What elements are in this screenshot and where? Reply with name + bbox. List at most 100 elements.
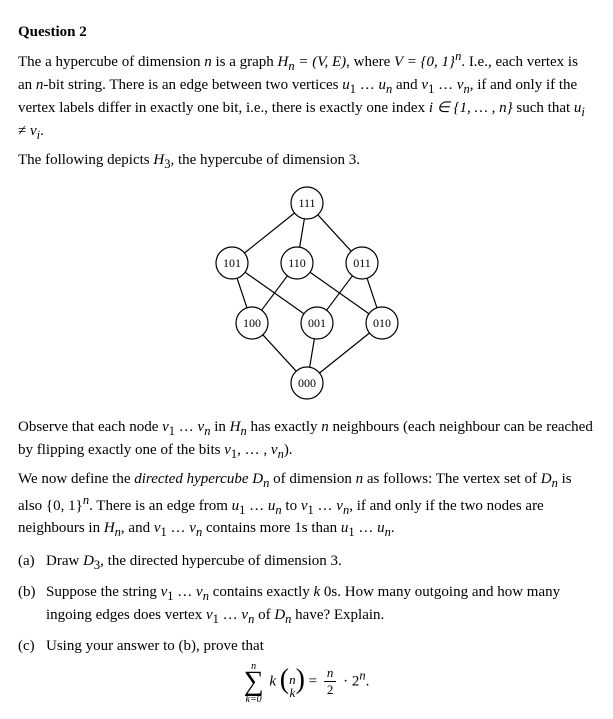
binom-bot: k [289, 686, 295, 699]
math-v: v [301, 498, 308, 514]
text: , and [121, 520, 154, 536]
graph-node-label: 101 [223, 255, 241, 269]
text: . There is an edge from [89, 498, 232, 514]
part-c-body: Using your answer to (b), prove that [46, 636, 595, 656]
math-u: u [342, 77, 350, 93]
text: , the hypercube of dimension 3. [170, 152, 360, 168]
lparen-icon: ( [280, 666, 289, 694]
graph-edge [237, 278, 247, 308]
text: in [210, 419, 229, 435]
sum-upper: n [251, 660, 256, 674]
math-D: D [541, 471, 552, 487]
rparen-icon: ) [296, 666, 305, 694]
math-V: V = {0, 1} [394, 54, 455, 70]
part-a: (a) Draw D3, the directed hypercube of d… [18, 551, 595, 574]
math-i: i ∈ {1, … , n} [429, 100, 513, 116]
dots: … [245, 498, 268, 514]
part-b: (b) Suppose the string v1 … vn contains … [18, 582, 595, 628]
math-v: v [154, 520, 161, 536]
math-n: n [204, 54, 212, 70]
text: of dimension [269, 471, 355, 487]
math-v: v [206, 607, 213, 623]
dots: … [167, 520, 190, 536]
text: as follows: The vertex set of [363, 471, 541, 487]
period: . [366, 674, 370, 690]
text: and [392, 77, 421, 93]
graph-edge [326, 275, 352, 309]
graph-node-label: 110 [288, 255, 306, 269]
text: The a hypercube of dimension [18, 54, 204, 70]
text: Suppose the string [46, 584, 161, 600]
graph-edge [299, 218, 304, 246]
math-H3: H [153, 152, 164, 168]
math-H: H [230, 419, 241, 435]
part-b-body: Suppose the string v1 … vn contains exac… [46, 582, 595, 628]
paragraph-2: The following depicts H3, the hypercube … [18, 150, 595, 173]
paragraph-3: Observe that each node v1 … vn in Hn has… [18, 417, 595, 463]
graph-edge [244, 213, 294, 253]
math-eq: = (V, E) [295, 54, 347, 70]
math-D: D [252, 471, 263, 487]
text: . [391, 520, 395, 536]
graph-edge [317, 214, 350, 250]
text: ). [284, 442, 293, 458]
text: Using your answer to (b), prove that [46, 638, 264, 654]
text: contains more 1s than [202, 520, 341, 536]
math-u: u [378, 77, 386, 93]
graph-node-label: 000 [298, 375, 316, 389]
math-v: v [336, 498, 343, 514]
text: to [282, 498, 301, 514]
graph-edge [262, 334, 295, 370]
math-H: H [104, 520, 115, 536]
text: , where [346, 54, 394, 70]
part-a-label: (a) [18, 551, 46, 574]
graph-node-label: 111 [298, 195, 315, 209]
graph-edge [309, 338, 314, 366]
text: Draw [46, 553, 83, 569]
sum-lower: k=0 [246, 693, 262, 707]
paragraph-4: We now define the directed hypercube Dn … [18, 469, 595, 542]
text: , the directed hypercube of dimension 3. [100, 553, 342, 569]
dots: … [219, 607, 242, 623]
math-D3: D [83, 553, 94, 569]
equals: = [309, 674, 321, 690]
text: Observe that each node [18, 419, 162, 435]
sub-i: i [581, 105, 584, 119]
math-v: v [224, 442, 231, 458]
math-v: v [241, 607, 248, 623]
graph-node-label: 100 [243, 315, 261, 329]
math-v: v [30, 123, 37, 139]
math-u: u [377, 520, 385, 536]
math-v: v [189, 520, 196, 536]
frac-den: 2 [324, 682, 337, 699]
dots: … [434, 77, 457, 93]
math-H: H [278, 54, 289, 70]
dots: … [356, 77, 379, 93]
math-k: k [269, 674, 276, 690]
hypercube-svg: 111 101 110 011 100 001 010 000 [177, 181, 437, 401]
graph-edge [319, 333, 369, 373]
text: We now define the [18, 471, 134, 487]
text: of [254, 607, 274, 623]
graph-node-label: 011 [353, 255, 371, 269]
rhs-tail: · 2 [343, 674, 359, 690]
dots: … [314, 498, 337, 514]
math-v: v [162, 419, 169, 435]
text: such that [513, 100, 574, 116]
math-n: n [356, 471, 364, 487]
neq: ≠ [18, 123, 30, 139]
question-title: Question 2 [18, 22, 595, 42]
text: has exactly [247, 419, 322, 435]
part-a-body: Draw D3, the directed hypercube of dimen… [46, 551, 595, 574]
parts-list: (a) Draw D3, the directed hypercube of d… [18, 551, 595, 656]
graph-edge [261, 275, 287, 309]
text: is a graph [212, 54, 278, 70]
part-c-label: (c) [18, 636, 46, 656]
graph-node-label: 010 [373, 315, 391, 329]
set01: {0, 1} [46, 498, 83, 514]
paragraph-1: The a hypercube of dimension n is a grap… [18, 48, 595, 144]
graph-node-label: 001 [308, 315, 326, 329]
part-c: (c) Using your answer to (b), prove that [18, 636, 595, 656]
math-v: v [196, 584, 203, 600]
frac-num: n [324, 666, 337, 681]
